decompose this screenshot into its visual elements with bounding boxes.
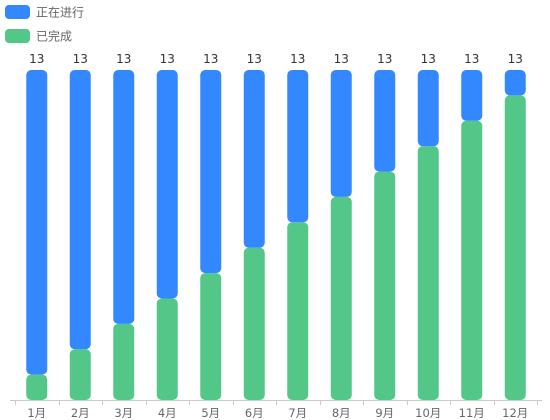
bar-segment-completed[interactable] bbox=[200, 273, 222, 400]
bar-segment-in-progress[interactable] bbox=[69, 70, 91, 350]
legend-swatch bbox=[5, 5, 30, 19]
bar-segment-in-progress[interactable] bbox=[461, 70, 483, 121]
bar-segment-in-progress[interactable] bbox=[26, 70, 48, 375]
bar-segment-completed[interactable] bbox=[374, 171, 396, 400]
bar-total-label: 13 bbox=[290, 52, 305, 66]
bar-total-label: 13 bbox=[116, 52, 131, 66]
x-axis: 1月 2月 3月 4月 5月 6月 7月 8月 9月 10月 11月 12月 bbox=[10, 400, 542, 420]
bars bbox=[26, 70, 526, 401]
bar-segment-completed[interactable] bbox=[417, 146, 439, 400]
x-tick-label: 12月 bbox=[502, 406, 528, 420]
bar-segment-completed[interactable] bbox=[287, 222, 309, 400]
bar-total-label: 13 bbox=[160, 52, 175, 66]
bar-segment-completed[interactable] bbox=[330, 196, 352, 400]
bar-total-label: 13 bbox=[421, 52, 436, 66]
bar-segment-in-progress[interactable] bbox=[287, 70, 309, 223]
bar-segment-in-progress[interactable] bbox=[330, 70, 352, 197]
legend-label: 已完成 bbox=[36, 29, 72, 44]
x-tick-label: 2月 bbox=[71, 406, 90, 420]
bar-segment-in-progress[interactable] bbox=[504, 70, 526, 96]
legend-swatch bbox=[5, 29, 30, 43]
x-tick-label: 11月 bbox=[459, 406, 485, 420]
bar-segment-completed[interactable] bbox=[243, 247, 265, 400]
bar-segment-completed[interactable] bbox=[156, 298, 178, 400]
bar-total-label: 13 bbox=[203, 52, 218, 66]
bar-total-label: 13 bbox=[247, 52, 262, 66]
legend-item[interactable]: 正在进行 bbox=[5, 5, 84, 20]
bar-total-label: 13 bbox=[464, 52, 479, 66]
bar-total-label: 13 bbox=[334, 52, 349, 66]
bar-total-label: 13 bbox=[377, 52, 392, 66]
bar-segment-completed[interactable] bbox=[461, 120, 483, 401]
bar-segment-completed[interactable] bbox=[69, 349, 91, 400]
bar-segment-in-progress[interactable] bbox=[200, 70, 222, 274]
x-tick-label: 9月 bbox=[375, 406, 394, 420]
bar-segment-completed[interactable] bbox=[504, 95, 526, 400]
legend-item[interactable]: 已完成 bbox=[5, 29, 72, 44]
x-tick-label: 3月 bbox=[114, 406, 133, 420]
bar-segment-in-progress[interactable] bbox=[113, 70, 135, 324]
bar-segment-in-progress[interactable] bbox=[156, 70, 178, 299]
legend-label: 正在进行 bbox=[36, 6, 84, 20]
bar-segment-in-progress[interactable] bbox=[374, 70, 396, 172]
x-tick-label: 4月 bbox=[158, 406, 177, 420]
x-tick-label: 6月 bbox=[245, 406, 264, 420]
x-tick-label: 1月 bbox=[27, 406, 46, 420]
bar-segment-in-progress[interactable] bbox=[417, 70, 439, 147]
bar-segment-completed[interactable] bbox=[26, 374, 48, 400]
bar-total-label: 13 bbox=[508, 52, 523, 66]
bar-total-label: 13 bbox=[73, 52, 88, 66]
total-labels: 13 13 13 13 13 13 13 13 13 13 13 13 bbox=[29, 52, 523, 66]
x-tick-label: 8月 bbox=[332, 406, 351, 420]
x-tick-label: 10月 bbox=[415, 406, 441, 420]
x-tick-label: 7月 bbox=[288, 406, 307, 420]
bar-segment-completed[interactable] bbox=[113, 323, 135, 400]
bar-total-label: 13 bbox=[29, 52, 44, 66]
x-tick-label: 5月 bbox=[201, 406, 220, 420]
bar-segment-in-progress[interactable] bbox=[243, 70, 265, 248]
